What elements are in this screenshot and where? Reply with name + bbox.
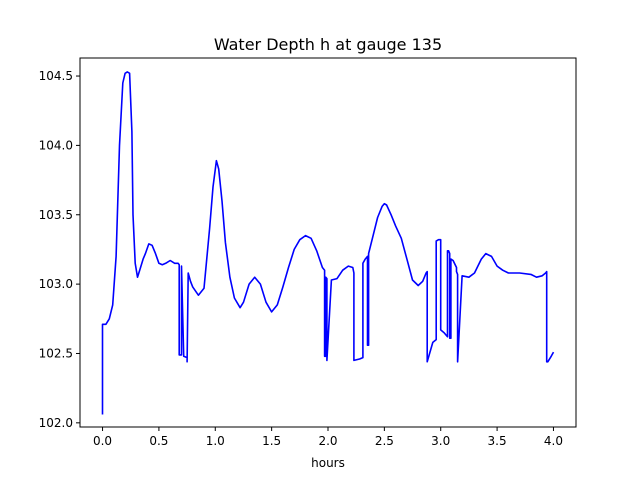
y-tick-label: 104.5 [39,69,73,83]
y-tick-label: 103.0 [39,277,73,291]
x-axis-label: hours [311,456,345,470]
plot-area [101,71,555,415]
y-tick-label: 102.5 [39,346,73,360]
x-tick-label: 4.0 [544,434,563,448]
axes-frame [79,57,577,428]
y-tick-label: 104.0 [39,138,73,152]
x-tick-label: 0.5 [149,434,168,448]
chart-title: Water Depth h at gauge 135 [214,35,442,54]
x-tick-label: 3.0 [431,434,450,448]
x-tick-label: 2.0 [318,434,337,448]
x-tick-label: 3.5 [488,434,507,448]
x-tick-label: 1.5 [262,434,281,448]
y-tick-label: 102.0 [39,416,73,430]
y-tick-label: 103.5 [39,208,73,222]
x-tick-label: 2.5 [375,434,394,448]
water-depth-series-line [101,71,555,415]
x-tick-label: 0.0 [93,434,112,448]
x-tick-label: 1.0 [206,434,225,448]
x-axis: 0.0 0.5 1.0 1.5 2.0 2.5 3.0 3.5 4.0 [93,427,563,448]
y-axis: 102.0 102.5 103.0 103.5 104.0 104.5 [39,69,80,430]
